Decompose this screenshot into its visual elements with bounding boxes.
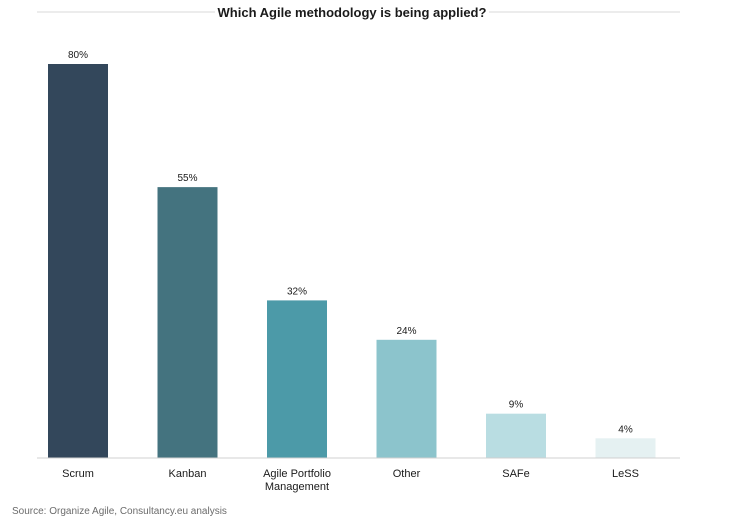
data-label: 32% (287, 286, 307, 297)
bar-chart: Which Agile methodology is being applied… (37, 5, 680, 493)
category-label: Other (393, 468, 421, 480)
category-label: LeSS (612, 468, 639, 480)
category-label: Scrum (62, 468, 94, 480)
data-label: 80% (68, 50, 88, 61)
chart-title: Which Agile methodology is being applied… (218, 5, 487, 20)
bar-scrum (48, 64, 108, 458)
bar-less (595, 438, 656, 458)
bar-safe (486, 413, 546, 458)
source-note: Source: Organize Agile, Consultancy.eu a… (12, 506, 227, 517)
data-label: 9% (509, 400, 524, 411)
category-label: SAFe (502, 468, 530, 480)
bar-other (376, 339, 437, 458)
data-label: 55% (177, 173, 197, 184)
bars-group: 80% Scrum 55% Kanban 32% Agile Portfolio Manag… (48, 50, 656, 493)
data-label: 24% (396, 326, 416, 337)
bar-kanban (157, 187, 218, 458)
category-label: Agile Portfolio Management (263, 468, 331, 493)
data-label: 4% (618, 424, 633, 435)
bar-agile-portfolio-management (267, 300, 327, 458)
category-label: Kanban (169, 468, 207, 480)
